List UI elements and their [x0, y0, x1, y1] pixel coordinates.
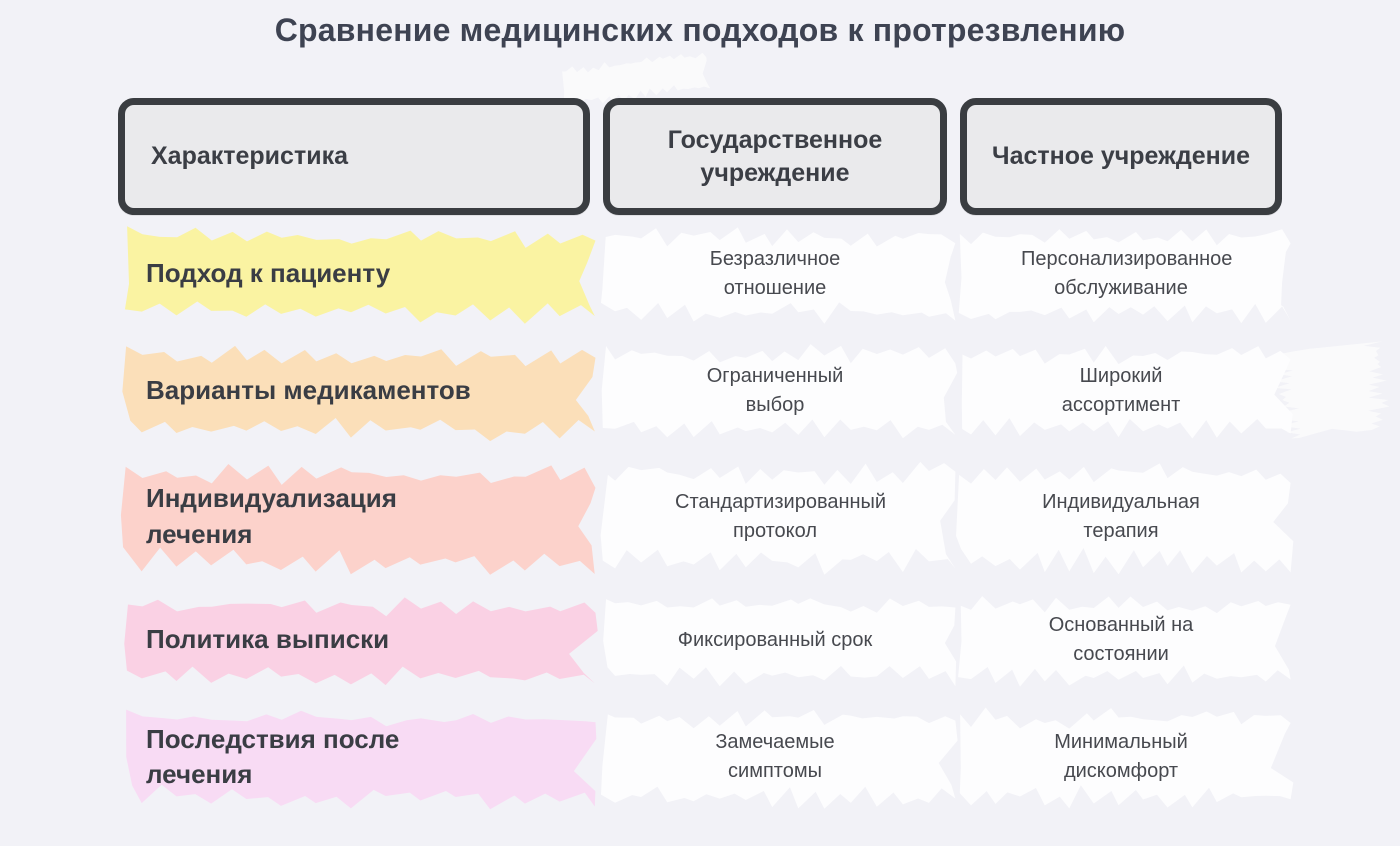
table-cell: Основанный на состоянии	[958, 584, 1291, 696]
row-label-cell: Индивидуализация лечения	[118, 449, 590, 584]
cell-highlight-marker	[603, 598, 957, 687]
column-header-box: Государственное учреждение	[603, 98, 947, 215]
cell-text: Широкий ассортимент	[1061, 365, 1181, 416]
cell-text: Минимальный дискомфорт	[1054, 731, 1188, 782]
cell-text: Персонализированное обслуживание	[1021, 248, 1233, 299]
comparison-table: Характеристика Государственное учреждени…	[118, 98, 1294, 818]
cell-text: Замечаемые симптомы	[715, 731, 835, 782]
cell-text: Индивидуальная терапия	[1042, 490, 1200, 542]
table-cell: Индивидуальная терапия	[956, 449, 1294, 584]
column-header-label: Частное учреждение	[992, 142, 1250, 171]
page-title: Сравнение медицинских подходов к протрез…	[274, 12, 1126, 48]
table-cell: Минимальный дискомфорт	[959, 696, 1294, 818]
row-label-cell: Варианты медикаментов	[118, 333, 590, 449]
row-label: Политика выписки	[146, 624, 390, 655]
table-cell: Стандартизированный протокол	[600, 449, 956, 584]
cell-text: Безразличное отношение	[709, 248, 841, 299]
row-label-cell: Последствия после лечения	[118, 696, 590, 818]
table-cell: Широкий ассортимент	[960, 333, 1293, 449]
row-label: Индивидуализация лечения	[146, 483, 397, 549]
table-cell: Безразличное отношение	[600, 215, 956, 333]
row-label: Последствия после лечения	[146, 723, 400, 789]
row-label-cell: Подход к пациенту	[118, 215, 590, 333]
cell-highlight-marker	[961, 345, 1293, 439]
column-header-private-institution: Частное учреждение	[960, 98, 1282, 215]
cell-highlight-marker	[601, 344, 958, 439]
cell-text: Фиксированный срок	[677, 628, 873, 651]
table-cell: Замечаемые симптомы	[600, 696, 958, 818]
column-header-box: Характеристика	[118, 98, 590, 215]
cell-text: Основанный на состоянии	[1048, 614, 1194, 665]
row-label: Варианты медикаментов	[146, 375, 471, 406]
cell-highlight-marker	[959, 707, 1294, 809]
cell-highlight-marker	[958, 596, 1291, 687]
row-label-cell: Политика выписки	[118, 584, 590, 696]
cell-highlight-marker	[956, 463, 1294, 575]
cell-text: Стандартизированный протокол	[675, 490, 887, 542]
row-label: Подход к пациенту	[146, 258, 391, 289]
column-header-box: Частное учреждение	[960, 98, 1282, 215]
cell-highlight-marker	[958, 229, 1291, 324]
column-header-state-institution: Государственное учреждение	[603, 98, 947, 215]
column-header-label: Характеристика	[151, 142, 348, 171]
table-cell: Фиксированный срок	[603, 584, 957, 696]
column-header-characteristic: Характеристика	[118, 98, 590, 215]
table-cell: Ограниченный выбор	[601, 333, 958, 449]
table-cell: Персонализированное обслуживание	[958, 215, 1291, 333]
column-header-label: Государственное учреждение	[667, 126, 883, 187]
cell-text: Ограниченный выбор	[706, 365, 844, 416]
